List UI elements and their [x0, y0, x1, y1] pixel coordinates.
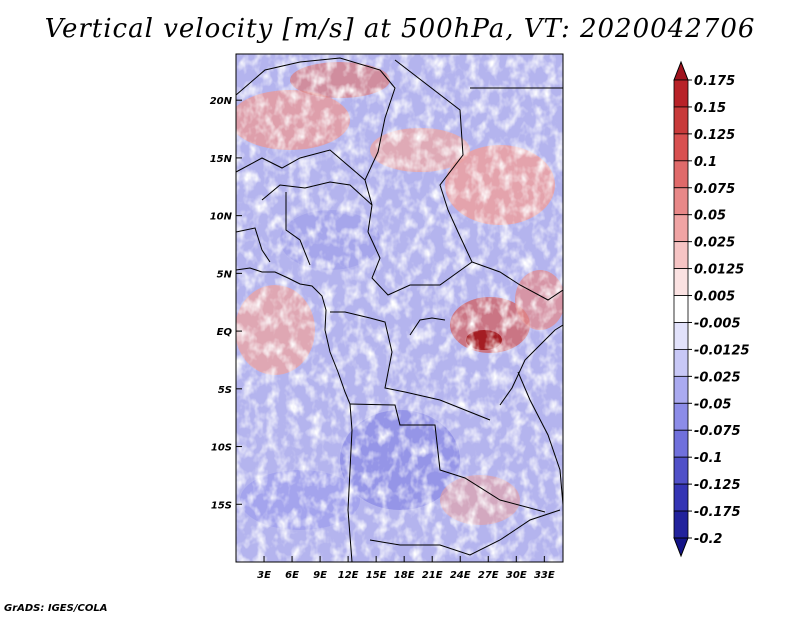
colorbar-cell — [673, 187, 689, 216]
border — [330, 311, 491, 421]
colorbar-label: 0.1 — [694, 155, 717, 170]
y-tick-label: 20N — [210, 96, 233, 107]
colorbar-cell — [673, 160, 689, 189]
colorbar-label: 0.075 — [694, 182, 735, 197]
colorbar-label: -0.1 — [694, 451, 722, 466]
border — [236, 149, 366, 181]
x-tick-label: 30E — [506, 570, 527, 581]
x-tick-label: 24E — [450, 570, 471, 581]
colorbar-cell — [673, 79, 689, 108]
y-tick-label: 5S — [218, 385, 232, 396]
colorbar-cell — [673, 268, 689, 296]
grads-credit: GrADS: IGES/COLA — [4, 603, 108, 614]
border — [285, 192, 311, 266]
border — [367, 231, 473, 296]
colorbar-cell — [673, 375, 689, 404]
colorbar-cell — [673, 456, 689, 485]
colorbar-label: -0.125 — [694, 478, 741, 493]
colorbar-cell — [673, 429, 689, 458]
colorbar-label: -0.05 — [694, 397, 731, 412]
colorbar-cell — [673, 483, 689, 512]
x-tick-label: 9E — [313, 570, 327, 581]
country-borders — [236, 57, 563, 562]
colorbar-label: 0.005 — [694, 290, 735, 305]
y-tick-label: EQ — [217, 327, 233, 338]
x-tick-label: 3E — [257, 570, 271, 581]
border — [236, 227, 271, 263]
colorbar-label: -0.0125 — [694, 343, 750, 358]
border — [394, 59, 563, 301]
y-tick-label: 5N — [217, 269, 233, 280]
colorbar-label: 0.025 — [694, 236, 735, 251]
colorbar-label: -0.2 — [694, 532, 722, 547]
map-frame — [235, 53, 564, 563]
border — [349, 403, 546, 513]
border — [517, 371, 563, 506]
border — [499, 324, 563, 406]
x-tick-label: 12E — [338, 570, 359, 581]
colorbar-label: 0.175 — [694, 74, 735, 89]
x-tick-label: 6E — [285, 570, 299, 581]
x-tick-label: 18E — [394, 570, 415, 581]
field-texture — [236, 54, 563, 562]
colorbar-cell — [673, 402, 689, 431]
y-tick-label: 15S — [211, 500, 232, 511]
colorbar-label: 0.0125 — [694, 263, 744, 278]
colorbar-label: -0.075 — [694, 424, 741, 439]
y-tick-label: 15N — [210, 154, 233, 165]
colorbar-top-arrow — [673, 60, 689, 81]
colorbar-cell — [673, 241, 689, 269]
colorbar-cell — [673, 349, 689, 377]
x-axis: 3E 6E 9E 12E 15E 18E 21E 24E 27E 30E 33E — [257, 556, 555, 581]
colorbar-label: -0.005 — [694, 316, 741, 331]
colorbar-cell — [673, 322, 689, 350]
y-tick-label: 10S — [211, 443, 232, 454]
map-panel: 3E 6E 9E 12E 15E 18E 21E 24E 27E 30E 33E 20N 15N 10N… — [210, 53, 564, 581]
colorbar-label: -0.175 — [694, 505, 741, 520]
border — [236, 57, 396, 233]
colorbar-label: 0.15 — [694, 101, 726, 116]
y-axis: 20N 15N 10N 5N EQ 5S 10S 15S — [210, 96, 242, 511]
colorbar-cell — [673, 106, 689, 135]
x-tick-label: 21E — [422, 570, 443, 581]
coastline — [236, 267, 353, 562]
colorbar-cell — [673, 133, 689, 162]
y-tick-label: 10N — [210, 212, 233, 223]
x-tick-label: 27E — [478, 570, 499, 581]
field-layer — [236, 54, 563, 562]
colorbar-label: -0.025 — [694, 370, 741, 385]
colorbar-cell — [673, 214, 689, 243]
colorbar-label: 0.125 — [694, 128, 735, 143]
colorbar-bottom-arrow — [673, 537, 689, 558]
chart-title: Vertical velocity [m/s] at 500hPa, VT: 2… — [44, 14, 756, 44]
x-tick-label: 33E — [534, 570, 555, 581]
colorbar: 0.175 0.15 0.125 0.1 0.075 0.05 0.025 0.0125 0.0… — [673, 60, 750, 558]
x-tick-label: 15E — [366, 570, 387, 581]
border — [261, 181, 373, 206]
border — [409, 317, 446, 336]
colorbar-label: 0.05 — [694, 209, 726, 224]
colorbar-cell — [673, 510, 689, 539]
colorbar-cell — [673, 295, 689, 323]
border — [369, 509, 561, 556]
